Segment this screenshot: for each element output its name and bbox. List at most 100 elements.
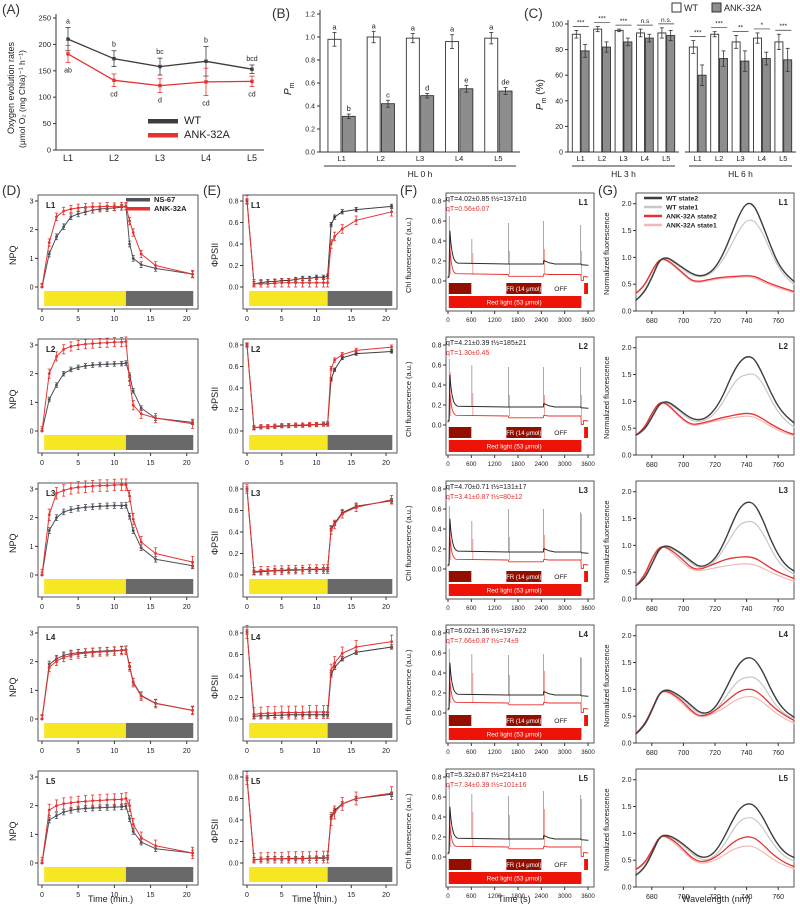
svg-text:0.2: 0.2 [432,691,442,698]
panel-d-label: (D) [2,183,21,198]
svg-text:OFF: OFF [554,286,567,293]
svg-text:L2: L2 [779,342,789,351]
svg-text:1.0: 1.0 [622,831,632,838]
svg-text:0.6: 0.6 [229,796,239,803]
f-row1-annotation-wt: qT=4.02±0.85 t½=137±10 [446,196,527,203]
panel-g-row5-chart: 0.0 0.5 1.0 1.5 2.0 680 700 720 740 760 L5 [622,768,795,901]
panel-e-row2-ylabel: ΦPSII [210,386,220,411]
panel-e-row4-ylabel: ΦPSII [210,674,220,699]
svg-text:1800: 1800 [511,893,525,900]
svg-text:720: 720 [709,318,721,325]
panel-g-row2-chart: 0.0 0.5 1.0 1.5 2.0 680 700 720 740 760 L2 [622,336,795,469]
svg-text:15: 15 [147,604,155,611]
svg-text:L2: L2 [598,154,606,163]
svg-text:0: 0 [245,316,249,323]
svg-text:a: a [372,21,377,30]
svg-text:ANK-32A: ANK-32A [184,129,231,141]
svg-text:0: 0 [40,460,44,467]
svg-text:700: 700 [678,750,690,757]
svg-text:***: *** [715,21,723,28]
svg-text:0: 0 [446,893,450,900]
svg-text:250: 250 [38,14,51,23]
svg-text:0.4: 0.4 [229,674,239,681]
svg-text:L4: L4 [455,154,463,163]
svg-text:OFF: OFF [554,574,567,581]
svg-text:680: 680 [646,606,658,613]
svg-text:0.2: 0.2 [229,839,239,846]
svg-text:0.8: 0.8 [432,631,442,638]
svg-text:0.4: 0.4 [229,530,239,537]
svg-text:0.2: 0.2 [229,407,239,414]
svg-text:0.6: 0.6 [432,507,442,514]
svg-text:0.4: 0.4 [432,527,442,534]
svg-text:L4: L4 [201,153,211,163]
svg-text:150: 150 [38,66,51,75]
svg-text:0.6: 0.6 [432,363,442,370]
svg-text:HL 6 h: HL 6 h [728,169,753,179]
svg-text:0.6: 0.6 [432,795,442,802]
svg-text:720: 720 [709,606,721,613]
svg-text:0.2: 0.2 [432,259,442,266]
svg-text:a: a [411,24,416,33]
svg-text:1: 1 [30,688,34,695]
svg-text:0.6: 0.6 [432,219,442,226]
svg-text:NS-67: NS-67 [154,195,175,204]
svg-text:1200: 1200 [488,605,502,612]
svg-text:bc: bc [156,49,164,56]
svg-text:0.0: 0.0 [432,711,442,718]
svg-text:WT state2: WT state2 [666,196,698,203]
svg-text:a: a [450,25,455,34]
svg-text:0.0: 0.0 [432,855,442,862]
svg-text:0.4: 0.4 [432,671,442,678]
panel-d-row2-ylabel: NPQ [8,389,18,409]
panel-d-row3-ylabel: NPQ [8,533,18,553]
svg-text:OFF: OFF [554,430,567,437]
svg-text:L1: L1 [63,153,73,163]
svg-text:2: 2 [30,371,34,378]
panel-g-row2-ylabel: Normalized fluorescence [602,356,611,439]
panel-a-ylabel-line1: Oxygen evolution rates [6,41,16,134]
panel-g-xlabel: Wavelength (nm) [682,894,751,904]
svg-text:Red light (53 μmol): Red light (53 μmol) [487,444,542,451]
svg-text:0.4: 0.4 [305,104,315,111]
svg-text:0.0: 0.0 [622,597,632,604]
svg-text:1200: 1200 [488,317,502,324]
panel-a-label: (A) [2,2,20,17]
svg-text:0.4: 0.4 [432,239,442,246]
svg-text:0: 0 [47,146,51,155]
svg-text:L5: L5 [251,777,261,786]
svg-text:1.0: 1.0 [305,35,315,42]
svg-text:*: * [761,22,764,29]
svg-text:OFF: OFF [554,718,567,725]
panel-e-row1-chart: 0.0 0.2 0.4 0.6 0.8 0 5 10 15 20 L1 [229,194,398,323]
svg-text:Red light (53 μmol): Red light (53 μmol) [487,876,542,883]
f-row5-annotation-ank: qT=7.34±0.39 t½=101±16 [446,782,527,789]
svg-text:L3: L3 [579,486,589,495]
svg-text:3600: 3600 [581,893,595,900]
svg-text:3: 3 [30,199,34,206]
svg-text:0.2: 0.2 [229,551,239,558]
svg-text:720: 720 [709,462,721,469]
svg-text:0.2: 0.2 [432,547,442,554]
svg-text:cd: cd [202,101,210,108]
svg-text:0.0: 0.0 [229,573,239,580]
svg-text:L2: L2 [715,154,723,163]
svg-text:0.0: 0.0 [305,150,315,157]
svg-text:0.8: 0.8 [229,631,239,638]
svg-text:1.5: 1.5 [622,516,632,523]
panel-g-row1-ylabel: Normalized fluorescence [602,212,611,295]
svg-text:5: 5 [76,748,80,755]
svg-text:0.8: 0.8 [229,487,239,494]
svg-text:a: a [66,19,70,26]
panel-e-xlabel: Time (min.) [292,894,338,904]
svg-text:e: e [464,75,468,84]
svg-text:HL 3 h: HL 3 h [611,169,636,179]
svg-text:1.5: 1.5 [622,660,632,667]
svg-text:2400: 2400 [534,605,548,612]
svg-text:2: 2 [30,803,34,810]
svg-text:1.0: 1.0 [622,399,632,406]
panel-e-row2-chart: 0.0 0.2 0.4 0.6 0.8 0 5 10 15 20 L2 [229,338,398,467]
svg-text:80: 80 [555,47,563,54]
svg-text:0: 0 [30,717,34,724]
